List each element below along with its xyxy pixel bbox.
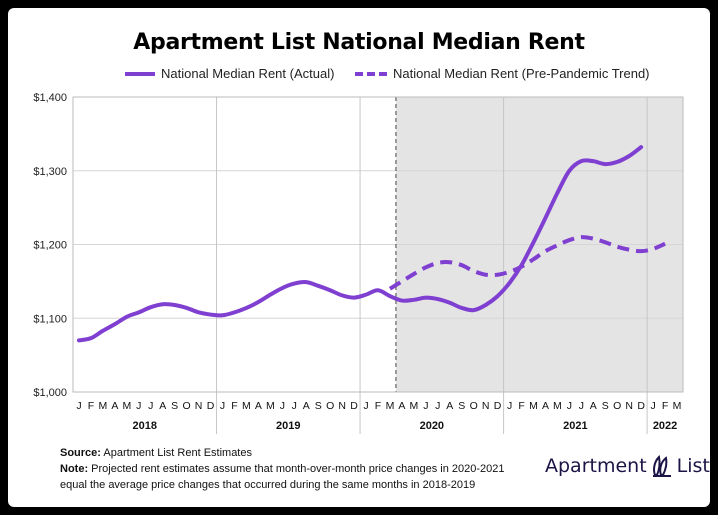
x-tick-label: M [242, 400, 251, 412]
x-tick-label: A [398, 400, 405, 412]
x-tick-label: J [423, 400, 428, 412]
x-tick-label: M [673, 400, 682, 412]
series-line-trend [388, 235, 666, 291]
x-tick-label: J [650, 400, 655, 412]
year-label: 2021 [563, 420, 587, 432]
x-tick-label: N [195, 400, 203, 412]
x-tick-label: J [292, 400, 297, 412]
legend-item-actual: National Median Rent (Actual) [125, 66, 334, 81]
x-tick-label: S [602, 400, 609, 412]
brand-mark-icon [652, 454, 671, 477]
x-tick-label: A [159, 400, 166, 412]
legend-item-trend: National Median Rent (Pre-Pandemic Trend… [355, 66, 650, 81]
x-tick-label: A [590, 400, 597, 412]
chart-notes: Source: Apartment List Rent Estimates No… [60, 445, 505, 493]
plot-frame [72, 96, 684, 393]
x-tick-label: J [435, 400, 440, 412]
x-tick-label: F [231, 400, 237, 412]
x-tick-label: J [567, 400, 572, 412]
x-tick-label: J [507, 400, 512, 412]
x-tick-label: S [458, 400, 465, 412]
x-tick-label: S [171, 400, 178, 412]
x-tick-label: D [207, 400, 215, 412]
x-tick-label: O [183, 400, 191, 412]
x-tick-label: N [482, 400, 490, 412]
x-tick-label: A [446, 400, 453, 412]
legend-swatch-trend [355, 71, 387, 76]
x-tick-label: N [338, 400, 346, 412]
legend-swatch-actual [125, 71, 155, 76]
y-tick-label: $1,000 [33, 387, 67, 399]
x-tick-label: F [88, 400, 94, 412]
brand-name-b: List [676, 455, 710, 477]
x-tick-label: J [579, 400, 584, 412]
note-line: Note: Projected rent estimates assume th… [60, 461, 505, 477]
legend-label-actual: National Median Rent (Actual) [161, 66, 335, 81]
x-tick-label: M [266, 400, 275, 412]
x-tick-label: N [625, 400, 633, 412]
legend-label-trend: National Median Rent (Pre-Pandemic Trend… [393, 66, 650, 81]
note-label: Note: [60, 463, 89, 475]
x-tick-label: M [529, 400, 538, 412]
brand-logo: Apartment List [545, 454, 710, 478]
year-label: 2018 [133, 420, 157, 432]
x-tick-label: J [220, 400, 225, 412]
note-text-1: Projected rent estimates assume that mon… [91, 463, 505, 475]
x-tick-label: A [542, 400, 549, 412]
x-tick-label: A [303, 400, 310, 412]
y-tick-label: $1,100 [33, 313, 67, 325]
source-text: Apartment List Rent Estimates [103, 447, 252, 459]
x-tick-label: D [494, 400, 502, 412]
x-tick-label: J [76, 400, 81, 412]
chart-title: Apartment List National Median Rent [133, 30, 585, 55]
x-tick-label: M [122, 400, 131, 412]
x-tick-label: M [553, 400, 562, 412]
x-tick-label: F [662, 400, 668, 412]
y-tick-label: $1,200 [33, 240, 67, 252]
note-line-2: equal the average price changes that occ… [60, 479, 476, 491]
brand-name-a: Apartment [545, 455, 647, 477]
series-line-actual [76, 145, 644, 343]
x-tick-label: J [280, 400, 285, 412]
x-tick-label: S [315, 400, 322, 412]
source-line: Source: Apartment List Rent Estimates [60, 445, 505, 461]
y-tick-label: $1,400 [33, 92, 67, 104]
x-tick-label: A [111, 400, 118, 412]
x-tick-label: M [386, 400, 395, 412]
x-tick-label: J [363, 400, 368, 412]
y-tick-label: $1,300 [33, 166, 67, 178]
x-tick-label: J [148, 400, 153, 412]
x-tick-label: D [350, 400, 358, 412]
x-tick-label: O [470, 400, 478, 412]
year-label: 2022 [653, 420, 677, 432]
year-label: 2019 [276, 420, 300, 432]
source-label: Source: [60, 447, 101, 459]
x-tick-label: O [326, 400, 334, 412]
x-tick-label: F [375, 400, 381, 412]
x-tick-label: J [136, 400, 141, 412]
x-tick-label: M [99, 400, 108, 412]
x-tick-label: M [410, 400, 419, 412]
x-tick-label: A [255, 400, 262, 412]
x-tick-label: F [518, 400, 524, 412]
year-label: 2020 [420, 420, 444, 432]
x-tick-label: O [613, 400, 621, 412]
x-tick-label: D [637, 400, 645, 412]
